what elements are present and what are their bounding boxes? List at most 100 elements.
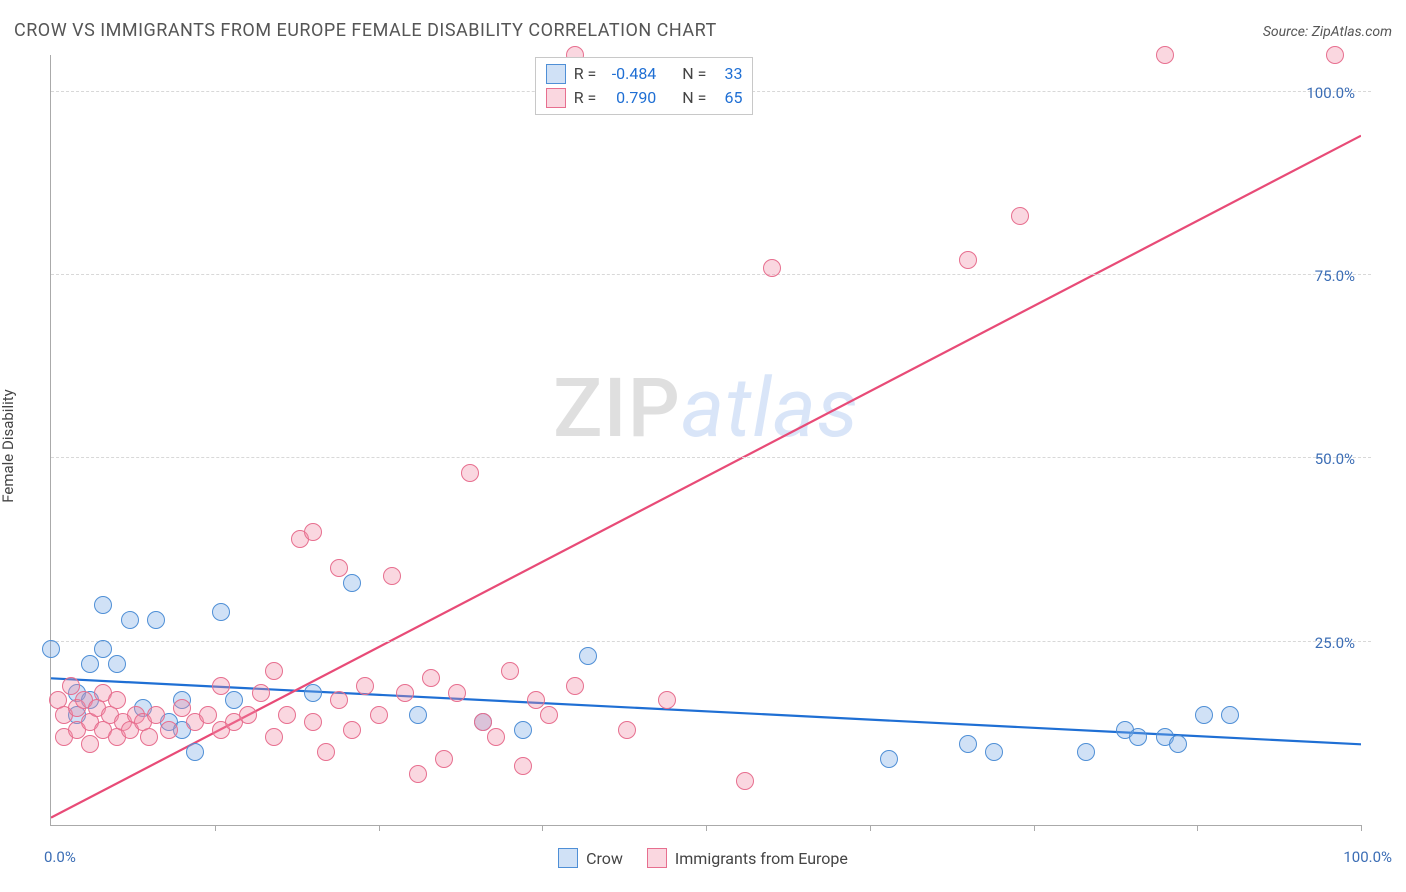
data-point-immigrants_europe — [265, 662, 283, 680]
data-point-immigrants_europe — [160, 721, 178, 739]
data-point-immigrants_europe — [461, 464, 479, 482]
data-point-immigrants_europe — [317, 743, 335, 761]
data-point-crow — [514, 721, 532, 739]
data-point-immigrants_europe — [1326, 46, 1344, 64]
x-tick — [215, 825, 216, 831]
data-point-immigrants_europe — [239, 706, 257, 724]
data-point-immigrants_europe — [225, 713, 243, 731]
y-tick-label: 100.0% — [1306, 84, 1355, 102]
data-point-immigrants_europe — [55, 728, 73, 746]
data-point-crow — [212, 603, 230, 621]
data-point-crow — [160, 713, 178, 731]
data-point-immigrants_europe — [134, 713, 152, 731]
data-point-immigrants_europe — [147, 706, 165, 724]
data-point-crow — [121, 611, 139, 629]
data-point-immigrants_europe — [304, 713, 322, 731]
data-point-immigrants_europe — [658, 691, 676, 709]
data-point-crow — [94, 596, 112, 614]
x-tick — [1361, 825, 1362, 831]
data-point-immigrants_europe — [959, 251, 977, 269]
data-point-crow — [68, 684, 86, 702]
legend-swatch-europe — [647, 848, 667, 868]
data-point-immigrants_europe — [140, 728, 158, 746]
R-value: -0.484 — [604, 62, 656, 86]
legend-swatch-crow — [558, 848, 578, 868]
x-tick — [379, 825, 380, 831]
data-point-immigrants_europe — [330, 691, 348, 709]
data-point-crow — [1116, 721, 1134, 739]
R-label: R = — [574, 86, 597, 110]
data-point-crow — [186, 743, 204, 761]
x-tick — [1034, 825, 1035, 831]
x-tick — [542, 825, 543, 831]
data-point-immigrants_europe — [62, 677, 80, 695]
data-point-crow — [1129, 728, 1147, 746]
x-axis-max-label: 100.0% — [1343, 848, 1392, 866]
y-axis-label: Female Disability — [0, 389, 17, 503]
data-point-crow — [68, 706, 86, 724]
data-point-crow — [81, 691, 99, 709]
data-point-crow — [880, 750, 898, 768]
data-point-immigrants_europe — [101, 706, 119, 724]
legend-swatch — [546, 88, 566, 108]
watermark-part1: ZIP — [553, 361, 681, 457]
R-value: 0.790 — [604, 86, 656, 110]
data-point-immigrants_europe — [291, 530, 309, 548]
x-tick — [1197, 825, 1198, 831]
data-point-immigrants_europe — [540, 706, 558, 724]
watermark: ZIPatlas — [553, 361, 859, 457]
data-point-immigrants_europe — [1156, 46, 1174, 64]
x-tick — [870, 825, 871, 831]
trend-lines — [51, 55, 1361, 825]
data-point-immigrants_europe — [68, 721, 86, 739]
gridline — [51, 641, 1371, 642]
data-point-immigrants_europe — [304, 523, 322, 541]
trend-line-crow — [51, 678, 1361, 744]
y-tick-label: 50.0% — [1315, 450, 1355, 468]
data-point-immigrants_europe — [514, 757, 532, 775]
data-point-immigrants_europe — [127, 706, 145, 724]
data-point-crow — [1195, 706, 1213, 724]
data-point-immigrants_europe — [422, 669, 440, 687]
data-point-immigrants_europe — [618, 721, 636, 739]
data-point-crow — [173, 691, 191, 709]
data-point-crow — [225, 691, 243, 709]
data-point-immigrants_europe — [252, 684, 270, 702]
data-point-crow — [108, 655, 126, 673]
data-point-crow — [474, 713, 492, 731]
data-point-immigrants_europe — [94, 721, 112, 739]
data-point-immigrants_europe — [114, 713, 132, 731]
series-legend: Crow Immigrants from Europe — [0, 848, 1406, 868]
data-point-immigrants_europe — [49, 691, 67, 709]
data-point-crow — [81, 655, 99, 673]
gridline — [51, 457, 1371, 458]
source-label: Source: ZipAtlas.com — [1263, 24, 1392, 40]
correlation-legend: R =-0.484N =33R =0.790N =65 — [535, 57, 754, 115]
data-point-immigrants_europe — [1011, 207, 1029, 225]
data-point-immigrants_europe — [396, 684, 414, 702]
data-point-immigrants_europe — [356, 677, 374, 695]
data-point-immigrants_europe — [487, 728, 505, 746]
data-point-immigrants_europe — [736, 772, 754, 790]
data-point-crow — [579, 647, 597, 665]
data-point-crow — [1169, 735, 1187, 753]
data-point-immigrants_europe — [68, 699, 86, 717]
y-tick-label: 75.0% — [1315, 267, 1355, 285]
watermark-part2: atlas — [681, 361, 859, 457]
legend-item-crow: Crow — [558, 848, 623, 868]
data-point-immigrants_europe — [94, 684, 112, 702]
data-point-immigrants_europe — [527, 691, 545, 709]
legend-row-crow: R =-0.484N =33 — [546, 62, 743, 86]
N-label: N = — [682, 62, 706, 86]
data-point-immigrants_europe — [199, 706, 217, 724]
scatter-plot: ZIPatlas 25.0%50.0%75.0%100.0% — [50, 55, 1361, 826]
data-point-crow — [1156, 728, 1174, 746]
data-point-immigrants_europe — [330, 559, 348, 577]
N-value: 33 — [714, 62, 742, 86]
data-point-crow — [42, 640, 60, 658]
legend-row-immigrants_europe: R =0.790N =65 — [546, 86, 743, 110]
data-point-immigrants_europe — [108, 728, 126, 746]
data-point-immigrants_europe — [501, 662, 519, 680]
data-point-immigrants_europe — [409, 765, 427, 783]
x-tick — [706, 825, 707, 831]
